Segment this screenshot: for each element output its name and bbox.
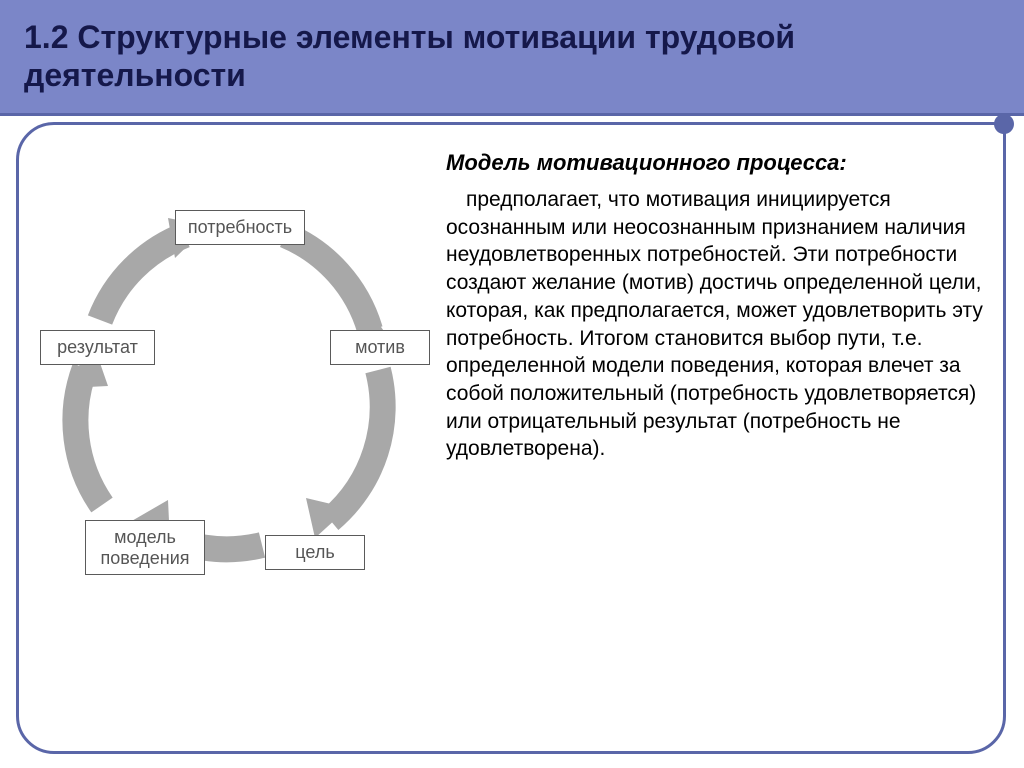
- slide-title: 1.2 Структурные элементы мотивации трудо…: [24, 18, 1000, 95]
- node-goal: цель: [265, 535, 365, 570]
- model-subtitle: Модель мотивационного процесса:: [446, 150, 994, 176]
- text-column: Модель мотивационного процесса: предпола…: [440, 140, 994, 738]
- node-need: потребность: [175, 210, 305, 245]
- node-motive: мотив: [330, 330, 430, 365]
- cycle-diagram: потребность мотив цель модельповедения р…: [30, 140, 440, 738]
- node-behavior: модельповедения: [85, 520, 205, 575]
- body-paragraph: предполагает, что мотивация инициируется…: [446, 186, 994, 463]
- content-area: потребность мотив цель модельповедения р…: [30, 140, 994, 738]
- slide-header: 1.2 Структурные элементы мотивации трудо…: [0, 0, 1024, 116]
- node-result: результат: [40, 330, 155, 365]
